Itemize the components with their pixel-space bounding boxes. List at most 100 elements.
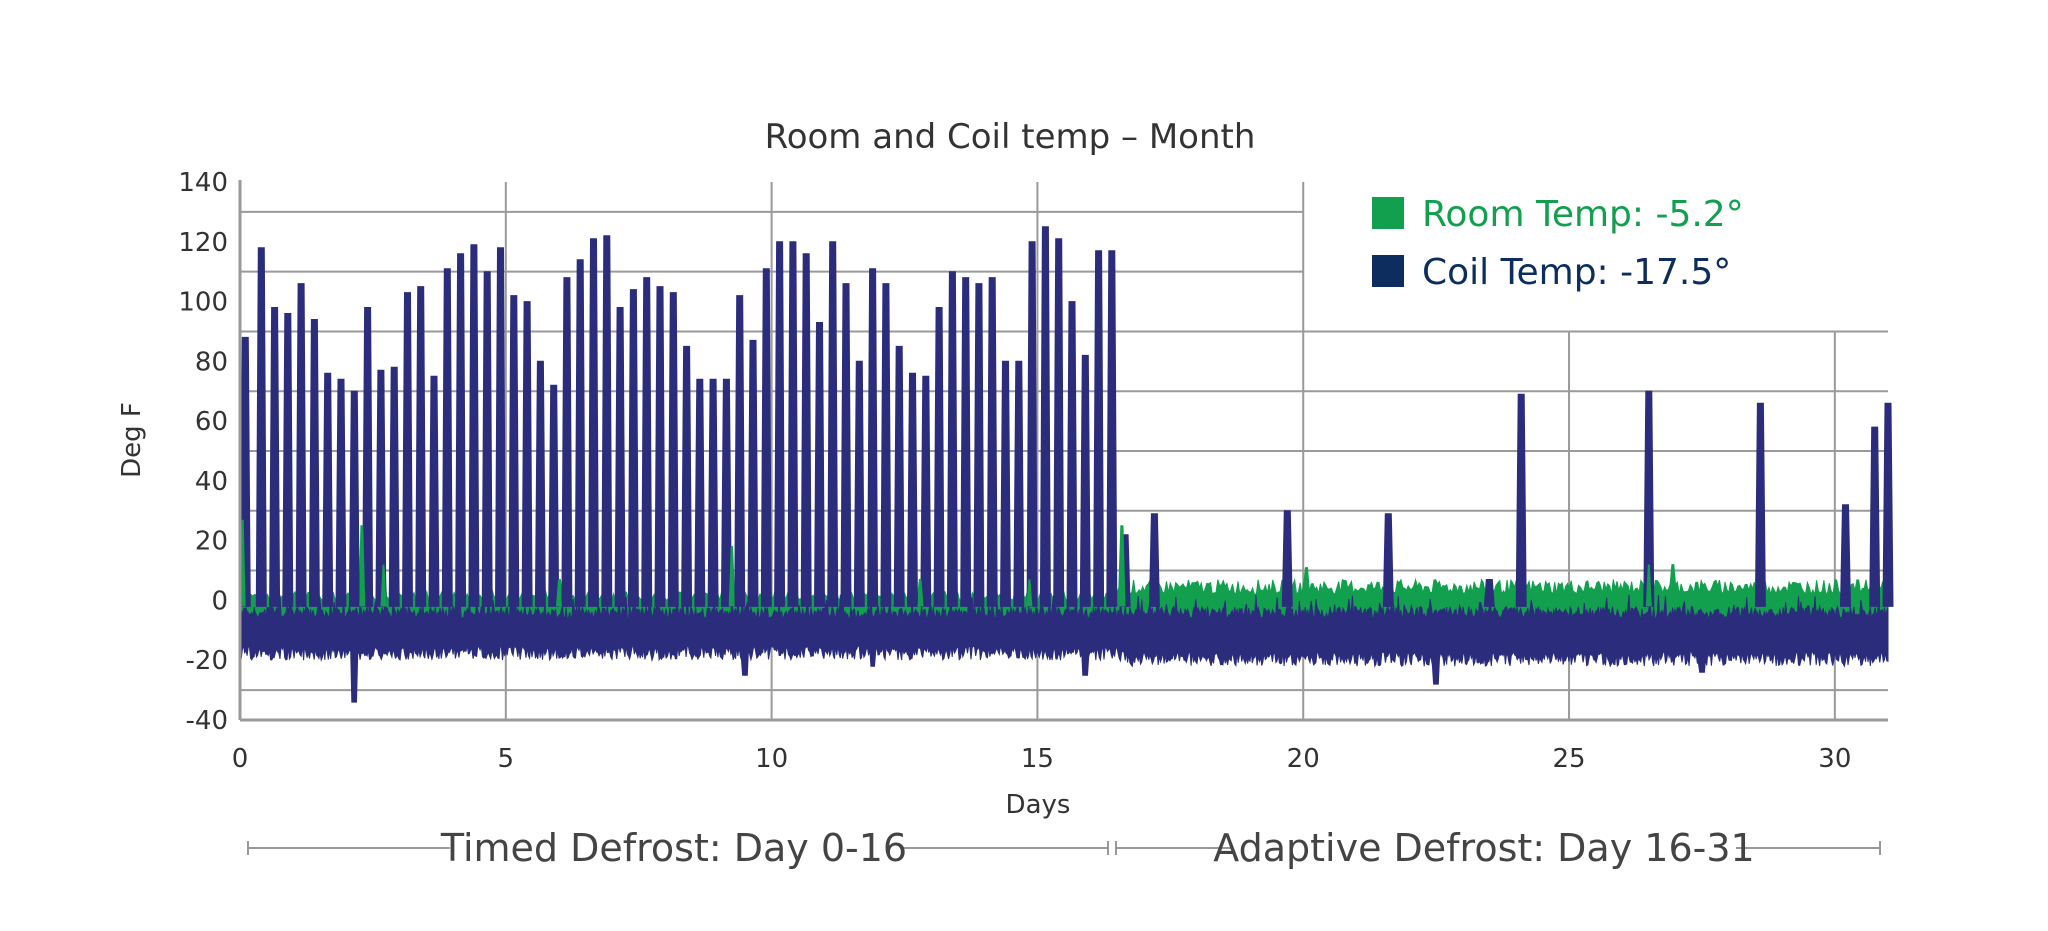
coil-spike	[1839, 504, 1852, 607]
coil-spike	[428, 375, 440, 607]
room-peak	[380, 564, 387, 607]
x-tick-label: 15	[1021, 744, 1054, 774]
section-label: Adaptive Defrost: Day 16-31	[1213, 826, 1754, 870]
legend-label: Room Temp: -5.2°	[1422, 194, 1744, 235]
x-tick-label: 10	[755, 744, 788, 774]
coil-spike	[1039, 226, 1051, 607]
coil-spike	[853, 360, 865, 607]
coil-spike	[946, 271, 958, 607]
coil-spike	[667, 292, 679, 607]
coil-spike	[787, 241, 799, 607]
coil-spike	[893, 345, 905, 607]
y-tick-label: 140	[178, 168, 228, 198]
coil-spike	[1281, 510, 1293, 607]
coil-spike	[986, 277, 998, 607]
data-series	[239, 226, 1894, 703]
y-tick-label: 0	[211, 586, 228, 616]
coil-spike	[322, 372, 334, 607]
coil-spike	[1106, 250, 1118, 607]
y-tick-label: 80	[195, 347, 228, 377]
coil-spike	[1483, 579, 1495, 607]
coil-spike	[295, 283, 307, 607]
room-peak	[1645, 564, 1652, 607]
coil-spike	[840, 283, 852, 607]
coil-spike	[760, 268, 772, 607]
coil-spike	[548, 384, 560, 607]
coil-spike	[800, 253, 812, 607]
coil-spike	[906, 372, 919, 607]
coil-spike	[401, 292, 414, 607]
coil-spike	[1882, 402, 1894, 607]
coil-spike	[1053, 238, 1065, 607]
coil-spike	[455, 253, 467, 607]
y-tick-label: -20	[186, 646, 228, 676]
room-peak	[1302, 567, 1309, 607]
coil-spike	[614, 307, 626, 607]
coil-spike	[441, 268, 453, 607]
coil-spike	[362, 307, 374, 607]
coil-spike	[561, 277, 573, 607]
legend-label: Coil Temp: -17.5°	[1422, 252, 1731, 293]
coil-spike	[747, 339, 759, 607]
coil-spike	[494, 247, 507, 607]
room-peak	[1669, 564, 1676, 607]
room-peak	[1119, 525, 1126, 607]
coil-spike	[1079, 354, 1091, 607]
coil-spike	[694, 378, 706, 607]
coil-spike	[720, 378, 732, 607]
coil-spike	[774, 241, 786, 607]
coil-spike	[255, 247, 267, 607]
coil-spike	[1382, 513, 1394, 607]
coil-spike	[867, 268, 879, 607]
coil-spike	[734, 295, 746, 607]
coil-spike	[999, 360, 1012, 607]
axes	[238, 180, 1888, 722]
coil-spike	[1754, 402, 1766, 607]
coil-spike	[627, 289, 639, 607]
coil-spike	[920, 375, 932, 607]
coil-spike	[308, 319, 320, 607]
coil-spike	[601, 235, 613, 607]
legend-swatch	[1372, 197, 1404, 229]
room-peak	[917, 579, 924, 607]
x-tick-label: 0	[232, 744, 249, 774]
legend: Room Temp: -5.2° Coil Temp: -17.5°	[1372, 194, 1744, 293]
room-peak	[1026, 579, 1033, 607]
coil-spike	[508, 295, 520, 607]
chart-title: Room and Coil temp – Month	[765, 117, 1256, 157]
coil-spike	[1869, 426, 1881, 607]
coil-spike	[468, 244, 480, 607]
coil-spike	[933, 307, 945, 607]
y-tick-label: 20	[195, 527, 228, 557]
coil-spike	[641, 277, 653, 607]
coil-spike	[973, 283, 985, 607]
coil-spike	[521, 301, 533, 607]
defrost-sections: Timed Defrost: Day 0-16 Adaptive Defrost:…	[247, 826, 1881, 870]
coil-spike	[481, 271, 493, 607]
coil-spike	[960, 277, 972, 607]
coil-spike	[681, 345, 693, 607]
legend-swatch	[1372, 255, 1404, 287]
coil-spike	[282, 313, 294, 607]
coil-spike	[388, 366, 400, 607]
coil-spike	[335, 378, 347, 607]
room-peak	[359, 525, 366, 607]
y-tick-label: -40	[186, 706, 228, 736]
coil-spike	[707, 378, 719, 607]
coil-spike	[880, 283, 892, 607]
coil-spike	[1093, 250, 1105, 607]
x-tick-label: 30	[1818, 744, 1851, 774]
coil-spike	[827, 241, 839, 607]
x-tick-label: 20	[1287, 744, 1320, 774]
coil-spike	[813, 322, 826, 607]
section-label: Timed Defrost: Day 0-16	[440, 826, 907, 870]
coil-spike	[348, 390, 360, 607]
coil-spike	[1515, 393, 1527, 607]
coil-spike	[1013, 360, 1025, 607]
y-tick-label: 100	[178, 288, 228, 318]
x-axis-label: Days	[1006, 790, 1071, 820]
series-coil-temp	[239, 594, 1889, 703]
y-tick-label: 60	[195, 407, 228, 437]
